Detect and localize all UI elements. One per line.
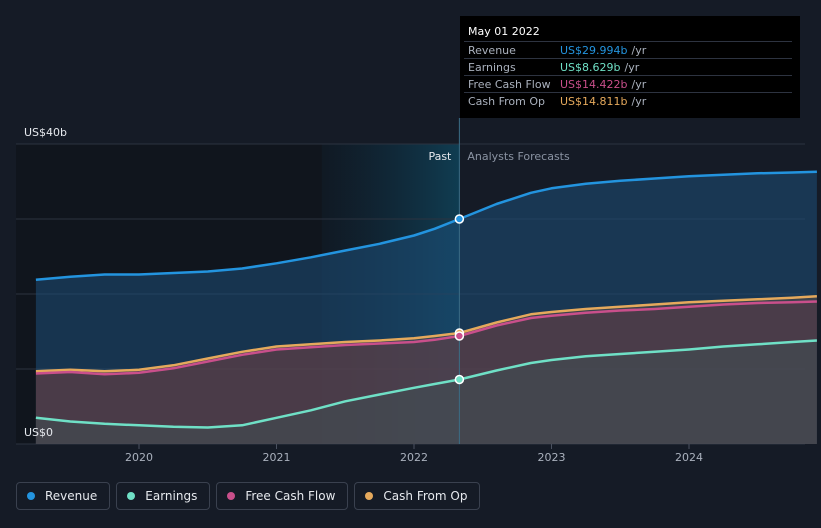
legend-label: Revenue [45, 489, 98, 503]
line-free-cash-flow [35, 300, 817, 376]
line-revenue [35, 170, 817, 282]
tooltip-value-text: US$8.629b [560, 61, 621, 74]
legend-label: Free Cash Flow [245, 489, 336, 503]
x-tick-label: 2020 [125, 451, 153, 464]
tooltip-label: Revenue [468, 44, 516, 57]
legend-item-free-cash-flow[interactable]: Free Cash Flow [216, 482, 349, 510]
tooltip-value-text: US$29.994b [560, 44, 628, 57]
tooltip-unit: /yr [631, 44, 647, 57]
x-tick-label: 2021 [263, 451, 291, 464]
marker-earnings [454, 374, 465, 385]
marker-free-cash-flow [454, 331, 465, 341]
tooltip-unit: /yr [631, 95, 647, 108]
area-revenue [35, 171, 817, 445]
tooltip-row-revenue: Revenue US$29.994b/yr [464, 41, 792, 59]
legend: Revenue Earnings Free Cash Flow Cash Fro… [16, 482, 481, 512]
marker-revenue [454, 214, 465, 224]
tooltip-value: US$8.629b/yr [560, 61, 639, 74]
tooltip-value: US$14.811b/yr [560, 95, 646, 108]
area-earnings [35, 340, 817, 444]
line-cash-from-op [35, 295, 817, 373]
forecast-label: Analysts Forecasts [467, 150, 570, 163]
tooltip: May 01 2022 Revenue US$29.994b/yr Earnin… [460, 16, 800, 118]
x-tick-label: 2022 [400, 451, 428, 464]
x-tick-label: 2024 [675, 451, 703, 464]
tooltip-unit: /yr [631, 78, 647, 91]
tooltip-date: May 01 2022 [468, 25, 540, 38]
tooltip-value: US$29.994b/yr [560, 44, 646, 57]
area-cash-from-op [35, 296, 817, 444]
tooltip-row-free-cash-flow: Free Cash Flow US$14.422b/yr [464, 75, 792, 93]
tooltip-unit: /yr [624, 61, 640, 74]
legend-dot-icon [127, 492, 136, 500]
x-tick-label: 2023 [538, 451, 566, 464]
tooltip-row-cash-from-op: Cash From Op US$14.811b/yr [464, 92, 792, 110]
y-axis-top-label: US$40b [24, 126, 67, 139]
legend-label: Earnings [145, 489, 198, 503]
tooltip-row-earnings: Earnings US$8.629b/yr [464, 58, 792, 76]
legend-item-revenue[interactable]: Revenue [16, 482, 111, 510]
legend-item-earnings[interactable]: Earnings [116, 482, 211, 510]
tooltip-value-text: US$14.422b [560, 78, 628, 91]
line-earnings [35, 339, 817, 429]
legend-dot-icon [227, 492, 236, 500]
tooltip-label: Free Cash Flow [468, 78, 551, 91]
tooltip-value: US$14.422b/yr [560, 78, 646, 91]
legend-item-cash-from-op[interactable]: Cash From Op [354, 482, 481, 510]
tooltip-label: Earnings [468, 61, 516, 74]
legend-label: Cash From Op [383, 489, 468, 503]
legend-dot-icon [365, 492, 374, 500]
legend-dot-icon [27, 492, 35, 500]
tooltip-label: Cash From Op [468, 95, 546, 108]
past-label: Past [428, 150, 452, 163]
area-free-cash-flow [35, 301, 817, 444]
tooltip-value-text: US$14.811b [560, 95, 628, 108]
y-axis-bottom-label: US$0 [24, 426, 53, 439]
